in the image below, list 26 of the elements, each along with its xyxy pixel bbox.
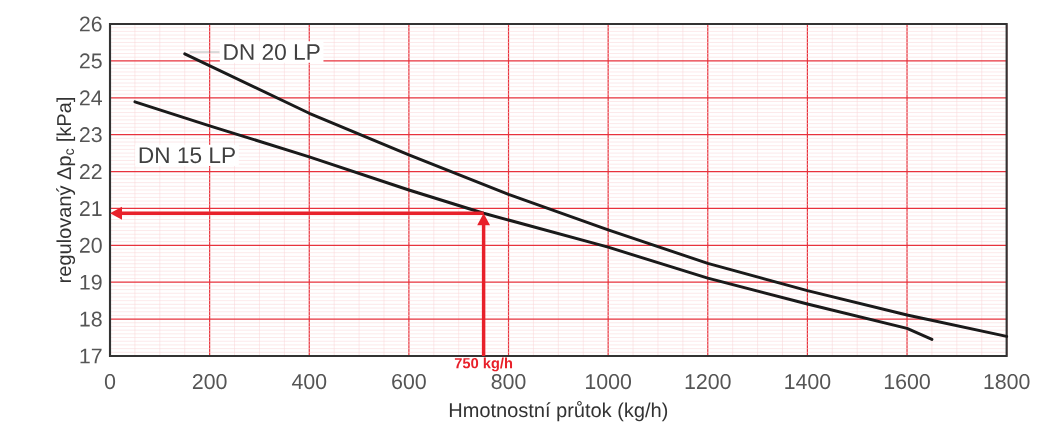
y-tick-label: 26 — [79, 16, 102, 32]
x-axis-title: Hmotnostní průtok (kg/h) — [449, 400, 668, 422]
y-tick-label: 24 — [79, 90, 102, 106]
series-label: DN 20 LP — [224, 44, 320, 61]
y-axis-title: regulovaný Δp$_{c}$ [kPa] — [56, 98, 76, 283]
y-tick-label: 22 — [79, 164, 102, 179]
ref-line-label: 750 kg/h — [454, 357, 513, 372]
y-tick-label: 18 — [80, 311, 102, 327]
x-tick-label: 600 — [392, 374, 426, 390]
y-tick-label: 17 — [80, 348, 102, 364]
x-tick-label: 800 — [491, 374, 526, 390]
x-tick-label: 1600 — [884, 374, 930, 390]
y-tick-label: 19 — [80, 274, 102, 290]
x-tick-label: 200 — [192, 374, 227, 390]
x-tick-label: 1400 — [785, 374, 831, 390]
line-series — [133, 100, 934, 341]
y-tick-label: 21 — [79, 201, 102, 216]
x-tick-label: 0 — [104, 374, 116, 390]
x-tick-label: 1200 — [685, 374, 731, 390]
x-tick-label: 1800 — [984, 374, 1030, 390]
x-tick-label: 1000 — [586, 374, 632, 390]
x-tick-label: 400 — [291, 374, 327, 390]
y-tick-label: 20 — [79, 237, 102, 253]
y-tick-label: 25 — [79, 53, 102, 69]
series-label: DN 15 LP — [139, 147, 235, 164]
y-tick-label: 23 — [79, 127, 102, 143]
